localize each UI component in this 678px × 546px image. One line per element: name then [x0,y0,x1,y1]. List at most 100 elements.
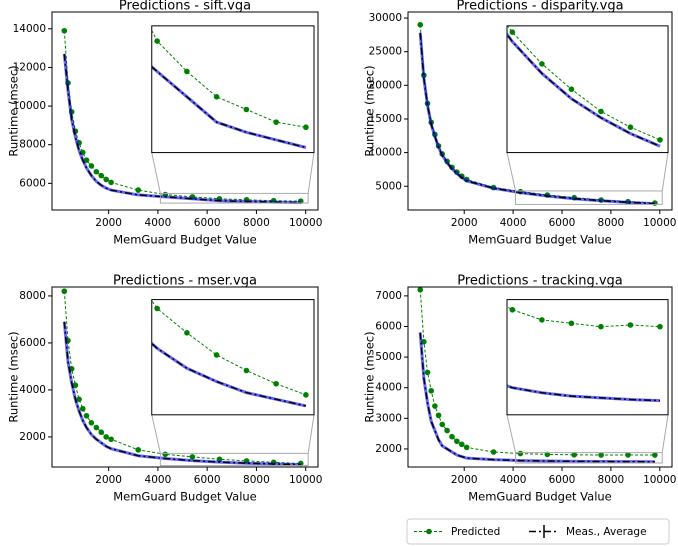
point [76,396,82,403]
y-tick-label: 12000 [13,61,46,73]
point [95,164,101,170]
y-tick-label: 4000 [19,384,46,396]
y-axis-label: Runtime (msec) [7,65,21,156]
plot-area [61,27,304,205]
zoom-rect [159,452,309,467]
y-tick-label: 5000 [375,180,402,192]
y-axis-label: Runtime (msec) [7,331,21,422]
point [184,330,190,336]
point [243,106,250,113]
chart-title: Predictions - mser.vga [113,274,257,289]
inset-area [84,97,309,408]
x-tick-label: 10000 [643,217,676,229]
point [627,322,634,328]
x-tick-label: 6000 [549,217,576,229]
point [490,449,497,455]
axes-frame [407,11,673,211]
x-tick-label: 2000 [451,217,478,229]
x-tick-label: 2000 [95,474,122,486]
point [98,172,105,179]
point [429,53,435,59]
band-line [151,341,307,408]
x-tick-label: 4000 [145,217,172,229]
x-tick-label: 4000 [500,217,527,229]
series-line [507,385,661,402]
point [539,61,545,67]
point [571,451,578,458]
x-tick-label: 2000 [451,474,478,486]
point [135,187,142,193]
point [480,290,486,296]
y-tick-label: 10000 [13,100,46,112]
zoom-connector [307,152,315,194]
point [303,124,309,131]
point [154,38,160,44]
point [213,352,220,358]
point [509,306,516,313]
x-tick-label: 8000 [598,474,625,486]
band-line [507,31,661,148]
point [88,163,95,169]
inset-area [507,25,663,148]
point [79,405,86,412]
chart-title: Predictions - tracking.vga [457,274,623,289]
zoom-rect [515,190,663,205]
point [428,387,435,394]
inset-frame [151,25,315,154]
y-tick-label: 2000 [375,443,402,455]
y-axis-label: Runtime (msec) [363,65,377,156]
point [84,97,90,103]
point [568,86,575,93]
inset-frame [506,299,669,416]
y-tick-label: 20000 [369,79,402,91]
point [108,436,114,443]
point [424,369,431,376]
plot-area [417,21,658,206]
x-tick-label: 6000 [194,217,221,229]
y-axis-label: Runtime (msec) [363,331,377,422]
inset-frame [506,25,669,154]
series-line [63,53,301,204]
x-axis-label: MemGuard Budget Value [113,490,257,504]
point [449,433,455,440]
point [444,427,450,434]
y-tick-label: 25000 [369,46,402,58]
x-tick-label: 4000 [500,474,527,486]
point [598,108,604,115]
x-tick-label: 8000 [243,474,270,486]
x-tick-label: 2000 [95,217,122,229]
point [657,137,663,143]
x-tick-label: 6000 [549,474,576,486]
inset-area [429,53,663,403]
point [93,424,100,431]
x-axis-label: MemGuard Budget Value [468,233,612,247]
point [103,434,109,440]
point [61,288,68,295]
legend-box [406,518,670,545]
x-tick-label: 10000 [643,474,676,486]
point [598,323,604,330]
point [451,239,457,245]
point [458,441,465,448]
inset-area [151,29,309,149]
inset-bg [151,299,315,415]
point [598,452,604,458]
point [539,317,545,323]
point [509,29,516,35]
x-tick-label: 4000 [145,474,172,486]
y-tick-label: 30000 [369,12,402,24]
point [125,264,131,270]
x-tick-label: 6000 [194,474,221,486]
zoom-rect [515,452,663,464]
point [627,124,634,131]
point [463,444,470,451]
point [417,287,424,293]
chart-title: Predictions - sift.vga [119,0,251,14]
point [189,454,196,460]
axes-frame [51,286,319,468]
y-tick-label: 6000 [19,337,46,349]
point [135,447,142,453]
point [162,451,169,458]
plot-area [417,287,658,464]
point [652,452,658,458]
